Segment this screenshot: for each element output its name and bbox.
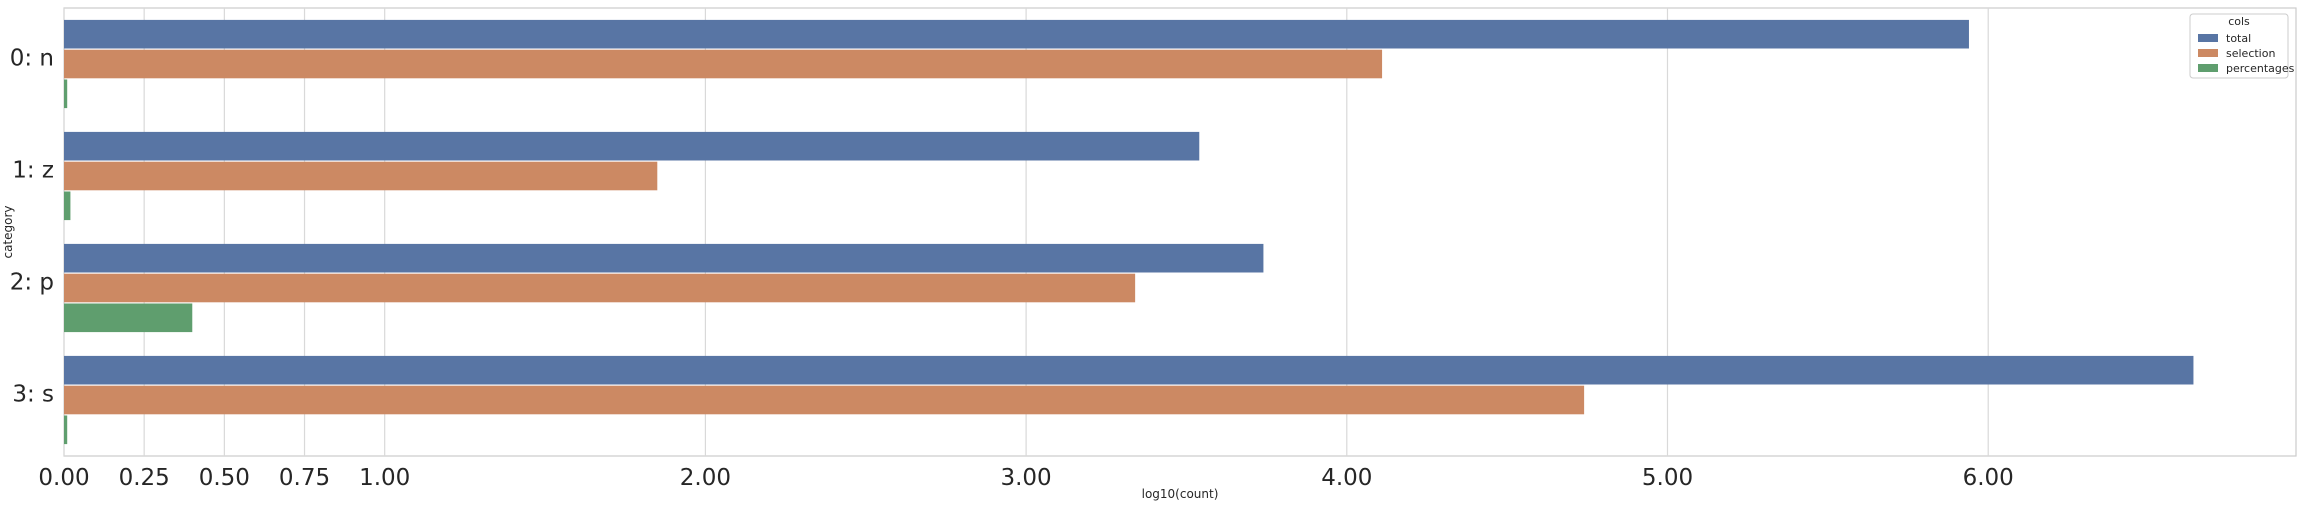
legend-title: cols	[2228, 15, 2250, 28]
category-label: 1: z	[12, 158, 54, 184]
bar-selection	[64, 273, 1136, 303]
bar-percentages	[64, 303, 193, 333]
x-tick-label: 3.00	[1000, 465, 1051, 491]
x-tick-label: 2.00	[680, 465, 731, 491]
x-tick-label: 1.00	[359, 465, 410, 491]
y-axis-label: category	[1, 205, 15, 258]
legend-label-selection: selection	[2226, 47, 2275, 60]
bar-selection	[64, 161, 658, 191]
bar-total	[64, 355, 2194, 385]
x-tick-label: 5.00	[1642, 465, 1693, 491]
legend-label-total: total	[2226, 32, 2251, 45]
x-tick-label: 0.50	[199, 465, 250, 491]
bar-total	[64, 243, 1264, 273]
category-label: 3: s	[12, 382, 54, 408]
x-tick-label: 0.75	[279, 465, 330, 491]
x-tick-label: 0.25	[119, 465, 170, 491]
bar-selection	[64, 385, 1585, 415]
x-tick-label: 6.00	[1963, 465, 2014, 491]
x-tick-label: 4.00	[1321, 465, 1372, 491]
category-labels: 0: n 1: z 2: p 3: s	[10, 46, 54, 408]
category-label: 2: p	[10, 270, 54, 296]
x-tick-label: 0.00	[38, 465, 89, 491]
category-label: 0: n	[10, 46, 54, 72]
legend-label-percentages: percentages	[2226, 62, 2295, 75]
bar-percentages	[64, 415, 68, 445]
bar-percentages	[64, 191, 71, 221]
bar-total	[64, 19, 1969, 49]
legend-swatch-total	[2198, 34, 2218, 42]
x-tick-labels: 0.00 0.25 0.50 0.75 1.00 2.00 3.00 4.00 5.00 6.00	[38, 465, 2013, 491]
bar-percentages	[64, 79, 68, 109]
bar-selection	[64, 49, 1383, 79]
legend: cols total selection percentages	[2189, 13, 2295, 79]
x-axis-label: log10(count)	[1142, 487, 1219, 501]
legend-swatch-selection	[2198, 49, 2218, 57]
legend-box	[2189, 13, 2289, 79]
legend-swatch-percentages	[2198, 64, 2218, 72]
bar-total	[64, 131, 1200, 161]
bars	[64, 19, 2194, 445]
